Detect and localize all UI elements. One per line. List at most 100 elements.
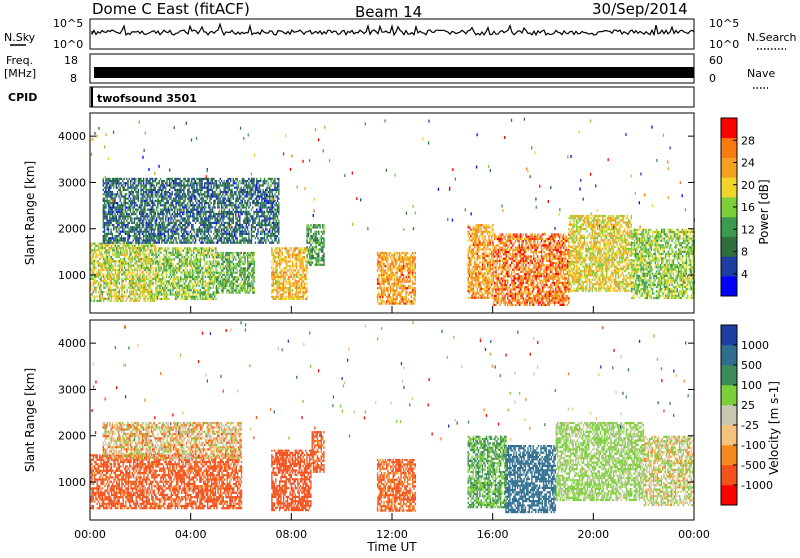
range-gate-cell-1 [172,254,173,256]
range-gate-cell-1 [176,256,177,258]
range-gate-cell-6 [475,295,476,297]
range-gate-cell-0 [121,251,122,253]
range-gate-cell-3 [304,276,305,278]
range-gate-cell-3 [276,291,277,293]
range-gate-cell-6 [471,288,472,290]
range-gate-cell-6 [475,235,476,237]
range-gate-cell-6 [477,257,478,259]
range-gate-cell-0 [94,251,95,253]
range-gate-cell-0 [99,265,100,267]
range-gate-cell-2 [247,267,248,269]
range-gate-cell-1 [166,274,167,276]
range-gate-cell-2 [251,283,252,285]
range-gate-cell-1 [162,283,163,285]
freq-band [94,67,694,78]
range-gate-cell-3 [278,278,279,280]
range-gate-cell-1 [176,276,177,278]
range-gate-cell-0 [137,265,138,267]
range-gate-cell-2 [241,287,242,289]
range-gate-cell-6 [490,266,491,268]
range-gate-cell-1 [170,278,171,280]
power-scatter-data [90,118,695,306]
range-gate-cell-0 [133,291,134,293]
range-gate-cell-3 [289,261,290,263]
range-gate-cell-1 [176,252,177,254]
range-gate-cell-1 [191,261,192,263]
range-gate-cell-0 [102,254,103,256]
range-gate-cell-7 [493,249,494,251]
range-gate-cell-5 [383,292,384,294]
range-gate-cell-0 [142,271,143,273]
range-gate-cell-0 [110,295,111,297]
range-gate-cell-0 [98,284,99,286]
range-gate-cell-2 [228,252,229,254]
range-gate-cell-7 [521,286,522,288]
range-gate-cell-2 [242,272,243,274]
range-gate-cell-0 [115,289,116,291]
range-gate-cell-5 [381,289,382,291]
range-gate-cell-5 [386,281,387,283]
range-gate-cell-3 [287,269,288,271]
range-gate-cell-0 [125,273,126,275]
range-gate-cell-0 [134,267,135,269]
range-gate-cell-1 [188,252,189,254]
range-gate-cell-0 [145,256,146,258]
range-gate-cell-0 [132,271,133,273]
range-gate-cell-5 [380,252,381,254]
range-gate-cell-5 [393,254,394,256]
range-gate-cell-5 [386,274,387,276]
range-gate-cell-4 [321,237,322,239]
range-gate-cell-0 [94,276,95,278]
range-gate-cell-7 [507,260,508,262]
range-gate-cell-6 [470,284,471,286]
range-gate-cell-1 [213,294,214,296]
range-gate-cell-1 [172,267,173,269]
range-gate-cell-0 [123,298,124,300]
range-gate-cell-0 [149,282,150,284]
range-gate-cell-0 [98,249,99,251]
range-gate-cell-3 [291,296,292,298]
range-gate-cell-1 [162,280,163,282]
range-gate-cell-0 [136,256,137,258]
range-gate-cell-7 [517,302,518,304]
range-gate-cell-0 [100,245,101,247]
range-gate-cell-7 [519,260,520,262]
range-gate-cell-2 [244,256,245,258]
range-gate-cell-4 [309,255,310,257]
range-gate-cell-1 [170,254,171,256]
range-gate-cell-5 [402,272,403,274]
range-gate-cell-0 [120,271,121,273]
range-gate-cell-5 [403,267,404,269]
range-gate-cell-2 [237,292,238,294]
range-gate-cell-0 [98,273,99,275]
range-gate-cell-4 [319,259,320,261]
range-gate-cell-0 [99,289,100,291]
range-gate-cell-7 [514,236,515,238]
range-gate-cell-7 [516,255,517,257]
range-gate-cell-7 [514,297,515,299]
range-gate-cell-3 [273,272,274,274]
range-gate-cell-7 [524,247,525,249]
range-gate-cell-6 [474,235,475,237]
range-gate-cell-3 [301,274,302,276]
range-gate-cell-3 [287,289,288,291]
range-gate-cell-5 [409,276,410,278]
range-gate-cell-5 [377,278,378,280]
range-gate-cell-6 [479,275,480,277]
range-gate-cell-0 [99,243,100,245]
range-gate-cell-0 [133,287,134,289]
range-gate-cell-0 [116,298,117,300]
range-gate-cell-1 [162,247,163,249]
range-gate-cell-6 [478,273,479,275]
range-gate-cell-1 [162,287,163,289]
range-gate-cell-7 [495,244,496,246]
range-gate-cell-0 [143,245,144,247]
range-gate-cell-5 [403,283,404,285]
range-gate-cell-3 [276,294,277,296]
range-gate-cell-0 [151,258,152,260]
range-gate-cell-5 [389,278,390,280]
range-gate-cell-7 [512,238,513,240]
range-gate-cell-3 [292,272,293,274]
range-gate-cell-0 [143,273,144,275]
range-gate-cell-6 [484,242,485,244]
